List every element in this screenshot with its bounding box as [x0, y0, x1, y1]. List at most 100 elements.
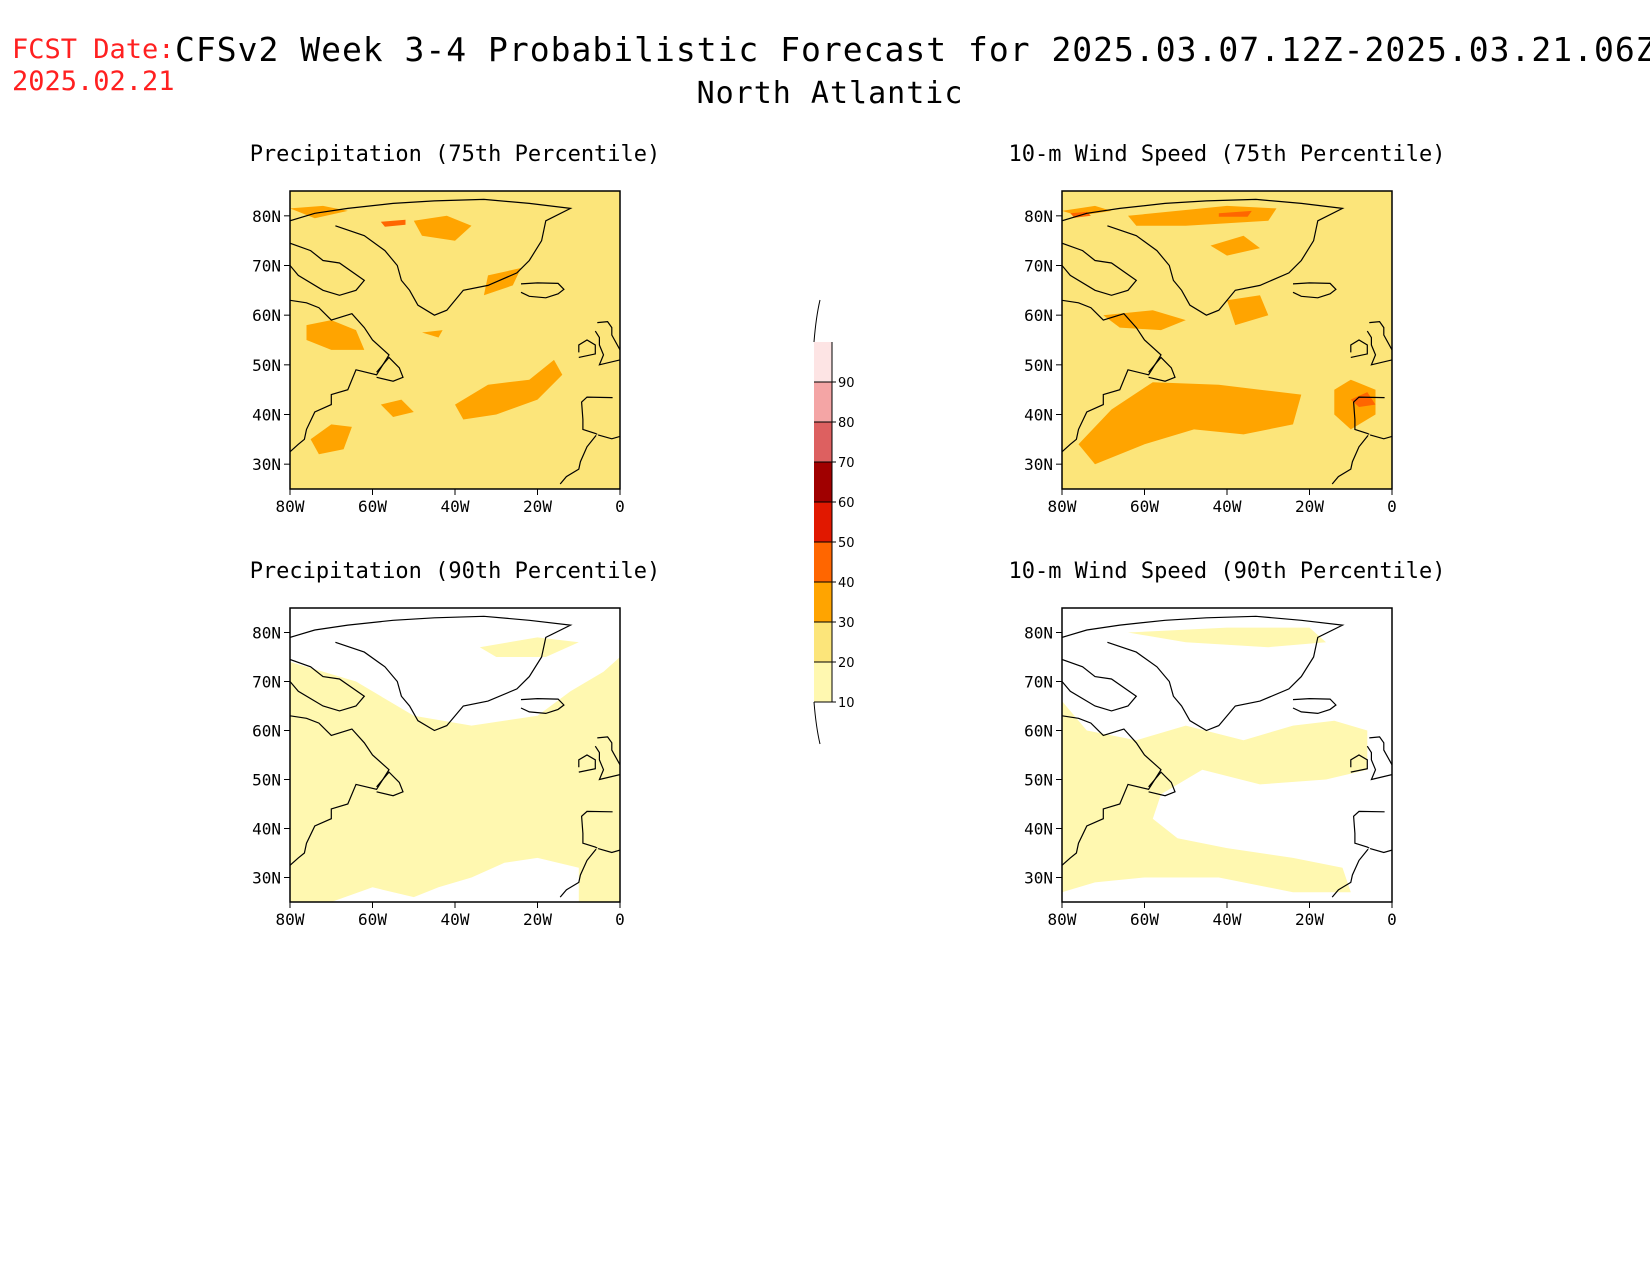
colorbar: 10 20 30 40 50 60 70 80 90	[813, 299, 855, 745]
colorbar-swatch	[814, 342, 832, 382]
probability-contour	[306, 320, 365, 350]
forecast-date-label: FCST Date:	[12, 34, 175, 65]
probability-contour	[290, 657, 620, 902]
coastline	[1062, 299, 1162, 453]
coastline	[597, 434, 620, 440]
coastline	[1062, 242, 1138, 296]
colorbar-swatch	[814, 582, 832, 622]
lat-tick-label: 50N	[1024, 771, 1053, 790]
coastline	[1062, 198, 1345, 316]
map-panel: 10-m Wind Speed (75th Percentile) 80W 60W 4…	[1008, 142, 1445, 516]
coastline	[1352, 810, 1385, 849]
probability-contour	[1062, 701, 1368, 893]
colorbar-tick-label: 70	[838, 456, 855, 471]
lat-tick-label: 60N	[252, 306, 281, 325]
lat-tick-label: 70N	[252, 673, 281, 692]
map-panel: Precipitation (90th Percentile) 80W 60W 40W…	[250, 559, 661, 929]
coastline	[1148, 771, 1176, 797]
colorbar-tick-label: 20	[838, 656, 855, 671]
lat-tick-label: 30N	[1024, 455, 1053, 474]
lat-tick-label: 50N	[252, 771, 281, 790]
lon-tick-label: 20W	[523, 910, 552, 929]
panel-title: 10-m Wind Speed (75th Percentile)	[1008, 142, 1445, 167]
lat-tick-label: 80N	[1024, 624, 1053, 643]
coastline	[290, 242, 366, 296]
lon-tick-label: 60W	[358, 910, 387, 929]
lon-tick-label: 0	[615, 910, 625, 929]
lon-tick-label: 0	[1387, 497, 1397, 516]
colorbar-tick-label: 10	[838, 696, 855, 711]
panel-title: Precipitation (90th Percentile)	[250, 559, 661, 584]
coastline	[1366, 320, 1392, 366]
lat-tick-label: 70N	[1024, 673, 1053, 692]
lat-tick-label: 30N	[1024, 869, 1053, 888]
lat-tick-label: 70N	[1024, 257, 1053, 276]
lon-tick-label: 0	[615, 497, 625, 516]
coastline	[290, 198, 573, 316]
lat-tick-label: 40N	[1024, 406, 1053, 425]
probability-contour	[1218, 210, 1252, 217]
lon-tick-label: 20W	[523, 497, 552, 516]
map-panel: 10-m Wind Speed (90th Percentile) 80W 60W 4…	[1008, 559, 1445, 929]
colorbar-swatch	[814, 462, 832, 502]
coastline	[1148, 356, 1176, 382]
lat-tick-label: 50N	[1024, 356, 1053, 375]
colorbar-swatch	[814, 622, 832, 662]
probability-contour	[1078, 382, 1302, 465]
coastline	[520, 697, 565, 715]
probability-contour	[422, 330, 443, 338]
lon-tick-label: 80W	[276, 910, 305, 929]
colorbar-tick-label: 40	[838, 576, 855, 591]
lat-tick-label: 60N	[1024, 306, 1053, 325]
lat-tick-label: 70N	[252, 257, 281, 276]
coastline	[594, 320, 620, 366]
lon-tick-label: 80W	[276, 497, 305, 516]
coastline	[578, 339, 596, 358]
coastline	[580, 396, 613, 435]
probability-contour	[1210, 235, 1260, 256]
lon-tick-label: 40W	[441, 497, 470, 516]
coastline	[578, 754, 596, 773]
coastline	[1369, 848, 1392, 854]
coastline	[290, 615, 573, 732]
coastline	[1062, 715, 1162, 866]
lon-tick-label: 80W	[1048, 497, 1077, 516]
lon-tick-label: 0	[1387, 910, 1397, 929]
colorbar-bottom-extension	[813, 701, 821, 745]
coastline	[1292, 282, 1337, 299]
region-subtitle: North Atlantic	[696, 76, 964, 111]
lat-tick-label: 30N	[252, 869, 281, 888]
lon-tick-label: 20W	[1295, 497, 1324, 516]
colorbar-top-extension	[813, 299, 821, 343]
coastline	[1331, 848, 1369, 898]
coastline	[376, 771, 404, 797]
colorbar-swatch	[814, 662, 832, 702]
colorbar-tick-label: 50	[838, 536, 855, 551]
probability-contour	[310, 424, 352, 455]
colorbar-swatch	[814, 382, 832, 422]
coastline	[1350, 754, 1368, 773]
lat-tick-label: 60N	[1024, 722, 1053, 741]
probability-contour	[413, 215, 472, 241]
coastline	[290, 658, 366, 712]
coastline	[1062, 615, 1345, 732]
coastline	[597, 848, 620, 854]
map-panel: Precipitation (75th Percentile) 80W 60W 40W…	[250, 142, 661, 516]
lat-tick-label: 50N	[252, 356, 281, 375]
colorbar-tick-label: 90	[838, 376, 855, 391]
coastline	[580, 810, 613, 849]
lon-tick-label: 40W	[1213, 497, 1242, 516]
lat-tick-label: 60N	[252, 722, 281, 741]
main-title: CFSv2 Week 3-4 Probabilistic Forecast fo…	[175, 30, 1650, 69]
coastline	[290, 715, 390, 866]
lon-tick-label: 20W	[1295, 910, 1324, 929]
lat-tick-label: 40N	[252, 406, 281, 425]
coastline	[1352, 396, 1385, 435]
lat-tick-label: 30N	[252, 455, 281, 474]
probability-contour	[380, 399, 414, 417]
coastline	[520, 282, 565, 299]
probability-contour	[1103, 310, 1186, 331]
lat-tick-label: 80N	[1024, 207, 1053, 226]
panel-title: 10-m Wind Speed (90th Percentile)	[1008, 559, 1445, 584]
